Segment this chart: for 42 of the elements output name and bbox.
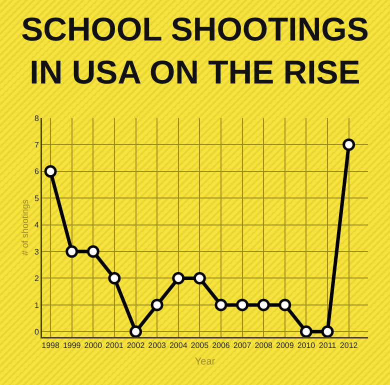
y-tick-label: 3 <box>34 247 40 256</box>
point <box>236 298 249 312</box>
point <box>172 272 185 284</box>
point <box>321 325 334 338</box>
y-tick-label: 6 <box>34 167 40 176</box>
y-tick-label: 7 <box>34 140 40 150</box>
chart-title: SCHOOL SHOOTINGS IN USA ON THE RISE <box>21 10 369 90</box>
point <box>257 298 270 312</box>
y-tick-label: 1 <box>34 300 40 310</box>
point <box>342 138 356 151</box>
y-tick-label: 8 <box>34 114 40 123</box>
x-tick-label: 2010 <box>297 341 316 350</box>
point <box>278 298 292 312</box>
point <box>44 165 57 178</box>
x-tick-label: 2004 <box>169 341 188 350</box>
y-tick-label: 4 <box>34 220 40 230</box>
y-tick-label: 5 <box>34 194 40 203</box>
point <box>66 245 78 258</box>
x-tick-label: 2006 <box>212 341 230 350</box>
x-tick-label: 2007 <box>233 341 252 350</box>
x-axis-title: Year <box>194 356 216 368</box>
point <box>214 298 228 312</box>
point <box>86 245 100 258</box>
x-tick-label: 1998 <box>42 341 60 350</box>
x-tick-label: 2008 <box>254 341 274 350</box>
point <box>108 272 121 284</box>
x-tick-label: 2003 <box>148 341 167 350</box>
x-tick-label: 2011 <box>318 341 337 350</box>
x-tick-label: 2012 <box>340 341 358 350</box>
point <box>300 325 312 338</box>
point <box>150 298 164 312</box>
y-tick-label: 2 <box>34 274 40 284</box>
y-axis-title: # of shootings <box>20 198 30 256</box>
x-tick-label: 2000 <box>84 341 103 350</box>
x-tick-label: 2009 <box>276 341 294 350</box>
point <box>193 272 206 284</box>
y-tick-label: 0 <box>34 327 40 336</box>
x-tick-label: 2005 <box>190 341 210 350</box>
x-tick-label: 2002 <box>126 341 146 350</box>
x-tick-label: 1999 <box>62 341 82 350</box>
x-tick-label: 2001 <box>106 341 124 350</box>
point <box>130 325 142 338</box>
